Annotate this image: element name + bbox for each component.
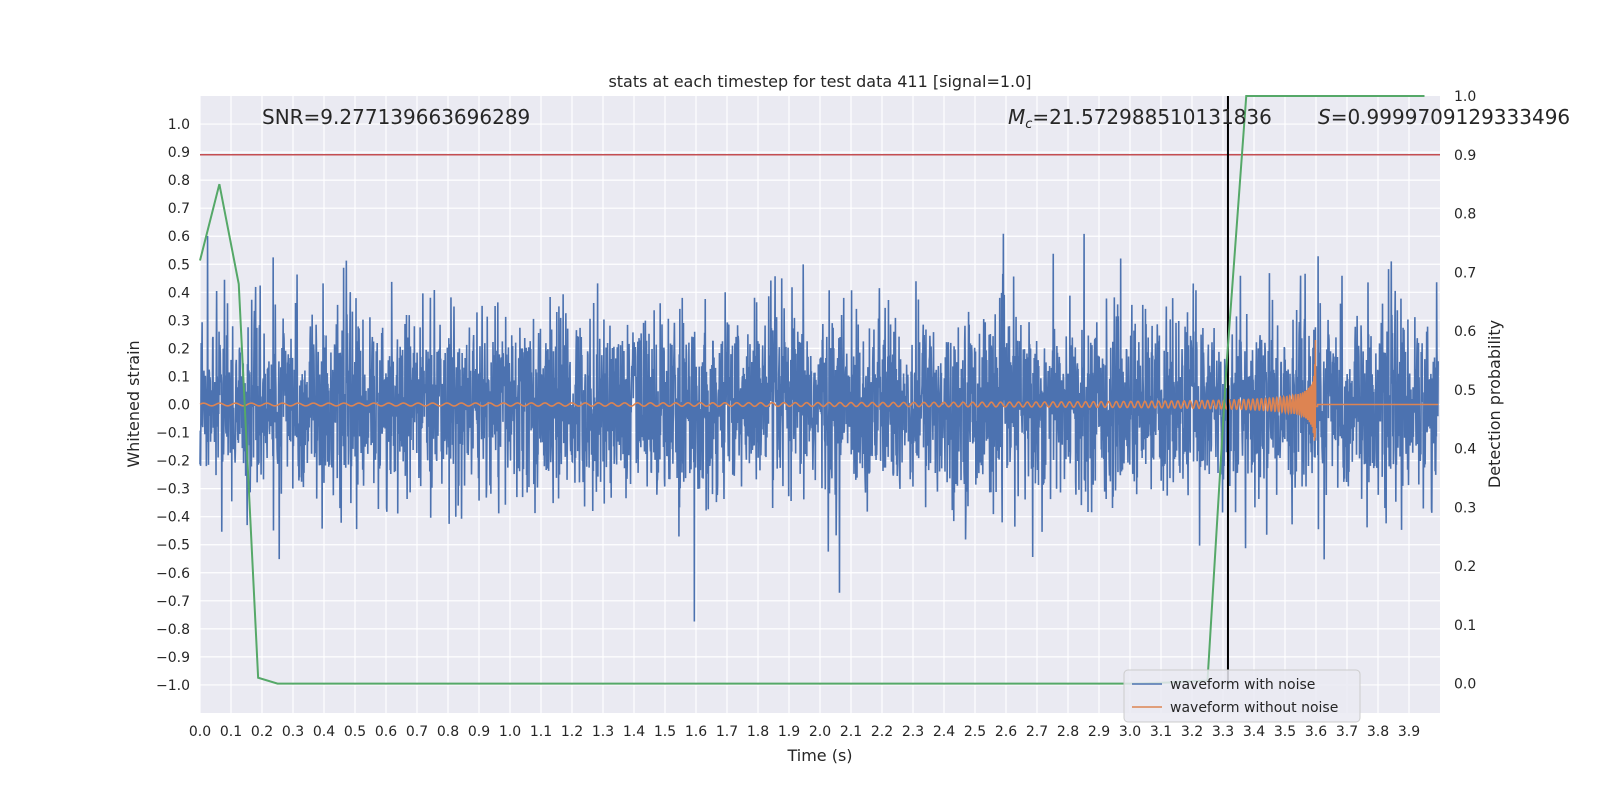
x-tick-label: 2.2 bbox=[871, 724, 893, 740]
x-tick-label: 0.5 bbox=[344, 724, 366, 740]
y-tick-label: −0.3 bbox=[156, 482, 190, 498]
x-tick-label: 2.0 bbox=[809, 724, 831, 740]
x-tick-label: 3.9 bbox=[1398, 724, 1420, 740]
x-tick-label: 1.9 bbox=[778, 724, 800, 740]
x-axis-label: Time (s) bbox=[786, 746, 852, 765]
legend-label-clean: waveform without noise bbox=[1170, 700, 1338, 716]
y-tick-label: −0.8 bbox=[156, 622, 190, 638]
y-tick-label: −0.2 bbox=[156, 454, 190, 470]
x-tick-label: 0.8 bbox=[437, 724, 459, 740]
x-tick-label: 2.3 bbox=[902, 724, 924, 740]
x-tick-label: 3.8 bbox=[1367, 724, 1389, 740]
x-tick-label: 0.4 bbox=[313, 724, 335, 740]
chirp-mass-annotation: Mc=21.572988510131836 bbox=[1008, 105, 1272, 132]
series-line-detection-probability bbox=[199, 95, 1425, 685]
y-right-tick-label: 0.8 bbox=[1454, 207, 1476, 223]
x-tick-label: 3.2 bbox=[1181, 724, 1203, 740]
x-tick-label: 0.6 bbox=[375, 724, 397, 740]
x-tick-label: 1.7 bbox=[716, 724, 738, 740]
y-axis-label: Whitened strain bbox=[124, 340, 143, 467]
x-tick-label: 0.3 bbox=[282, 724, 304, 740]
y-tick-label: 0.1 bbox=[168, 369, 190, 385]
y-right-tick-label: 0.1 bbox=[1454, 618, 1476, 634]
x-tick-label: 1.8 bbox=[747, 724, 769, 740]
chart-title: stats at each timestep for test data 411… bbox=[608, 72, 1031, 91]
x-tick-label: 3.3 bbox=[1212, 724, 1234, 740]
chirp-mass-value: =21.572988510131836 bbox=[1032, 105, 1271, 129]
y-right-tick-label: 0.3 bbox=[1454, 500, 1476, 516]
x-tick-label: 1.2 bbox=[561, 724, 583, 740]
y-tick-label: 0.5 bbox=[168, 257, 190, 273]
y-right-tick-label: 0.0 bbox=[1454, 677, 1476, 693]
y-right-tick-label: 0.2 bbox=[1454, 559, 1476, 575]
y-tick-label: 0.2 bbox=[168, 341, 190, 357]
x-tick-label: 1.6 bbox=[685, 724, 707, 740]
x-tick-label: 0.1 bbox=[220, 724, 242, 740]
series-line-waveform-with-noise bbox=[199, 233, 1439, 622]
y-right-tick-label: 0.6 bbox=[1454, 324, 1476, 340]
x-axis: 0.0 0.1 0.2 0.3 0.4 0.5 0.6 0.7 0.8 0.9 1.0 1.1 1.2 1… bbox=[189, 724, 1420, 740]
x-tick-label: 1.1 bbox=[530, 724, 552, 740]
y-tick-label: −0.6 bbox=[156, 566, 190, 582]
y-tick-label: −0.9 bbox=[156, 650, 190, 666]
y-axis-left: 1.0 0.9 0.8 0.7 0.6 0.5 0.4 0.3 0.2 0.1 0.0 −0.1 −0.… bbox=[156, 117, 190, 694]
x-tick-label: 1.5 bbox=[654, 724, 676, 740]
legend-label-noise: waveform with noise bbox=[1170, 677, 1315, 693]
legend-box bbox=[1123, 669, 1361, 723]
y-tick-label: 0.8 bbox=[168, 173, 190, 189]
x-tick-label: 2.9 bbox=[1088, 724, 1110, 740]
score-value: =0.9999709129333496 bbox=[1331, 105, 1570, 129]
y-right-tick-label: 1.0 bbox=[1454, 89, 1476, 105]
x-tick-label: 2.7 bbox=[1026, 724, 1048, 740]
chirp-mass-symbol: M bbox=[1008, 105, 1025, 129]
x-tick-label: 2.6 bbox=[995, 724, 1017, 740]
x-tick-label: 3.5 bbox=[1274, 724, 1296, 740]
legend: waveform with noise waveform without noi… bbox=[1123, 669, 1361, 723]
y-right-tick-label: 0.5 bbox=[1454, 383, 1476, 399]
x-tick-label: 3.0 bbox=[1119, 724, 1141, 740]
y-right-tick-label: 0.9 bbox=[1454, 148, 1476, 164]
x-tick-label: 2.1 bbox=[840, 724, 862, 740]
snr-annotation: SNR=9.277139663696289 bbox=[262, 105, 530, 129]
x-tick-label: 1.4 bbox=[623, 724, 645, 740]
y-tick-label: 0.3 bbox=[168, 313, 190, 329]
x-tick-label: 0.9 bbox=[468, 724, 490, 740]
y-tick-label: 0.4 bbox=[168, 285, 190, 301]
plot-area bbox=[199, 95, 1440, 685]
y-tick-label: 0.7 bbox=[168, 201, 190, 217]
x-tick-label: 2.8 bbox=[1057, 724, 1079, 740]
x-tick-label: 2.4 bbox=[933, 724, 955, 740]
x-tick-label: 0.7 bbox=[406, 724, 428, 740]
x-tick-label: 0.2 bbox=[251, 724, 273, 740]
score-annotation: S=0.9999709129333496 bbox=[1318, 105, 1570, 129]
x-tick-label: 3.6 bbox=[1305, 724, 1327, 740]
y-tick-label: 0.9 bbox=[168, 145, 190, 161]
x-tick-label: 3.1 bbox=[1150, 724, 1172, 740]
y-right-tick-label: 0.4 bbox=[1454, 442, 1476, 458]
y-tick-label: −1.0 bbox=[156, 678, 190, 694]
y-right-tick-label: 0.7 bbox=[1454, 265, 1476, 281]
score-symbol: S bbox=[1318, 105, 1331, 129]
x-tick-label: 3.7 bbox=[1336, 724, 1358, 740]
y-tick-label: 0.6 bbox=[168, 229, 190, 245]
y-axis-right: 1.0 0.9 0.8 0.7 0.6 0.5 0.4 0.3 0.2 0.1 0.0 bbox=[1454, 89, 1476, 693]
x-tick-label: 2.5 bbox=[964, 724, 986, 740]
chirp-mass-subscript: c bbox=[1025, 117, 1032, 132]
y-axis-right-label: Detection probability bbox=[1485, 320, 1504, 488]
series-line-waveform-without-noise bbox=[199, 340, 1439, 441]
y-tick-label: −0.4 bbox=[156, 510, 190, 526]
x-tick-label: 1.3 bbox=[592, 724, 614, 740]
y-tick-label: −0.7 bbox=[156, 594, 190, 610]
x-tick-label: 3.4 bbox=[1243, 724, 1265, 740]
y-tick-label: −0.1 bbox=[156, 426, 190, 442]
y-tick-label: −0.5 bbox=[156, 538, 190, 554]
y-tick-label: 1.0 bbox=[168, 117, 190, 133]
x-tick-label: 1.0 bbox=[499, 724, 521, 740]
x-tick-label: 0.0 bbox=[189, 724, 211, 740]
y-tick-label: 0.0 bbox=[168, 398, 190, 414]
